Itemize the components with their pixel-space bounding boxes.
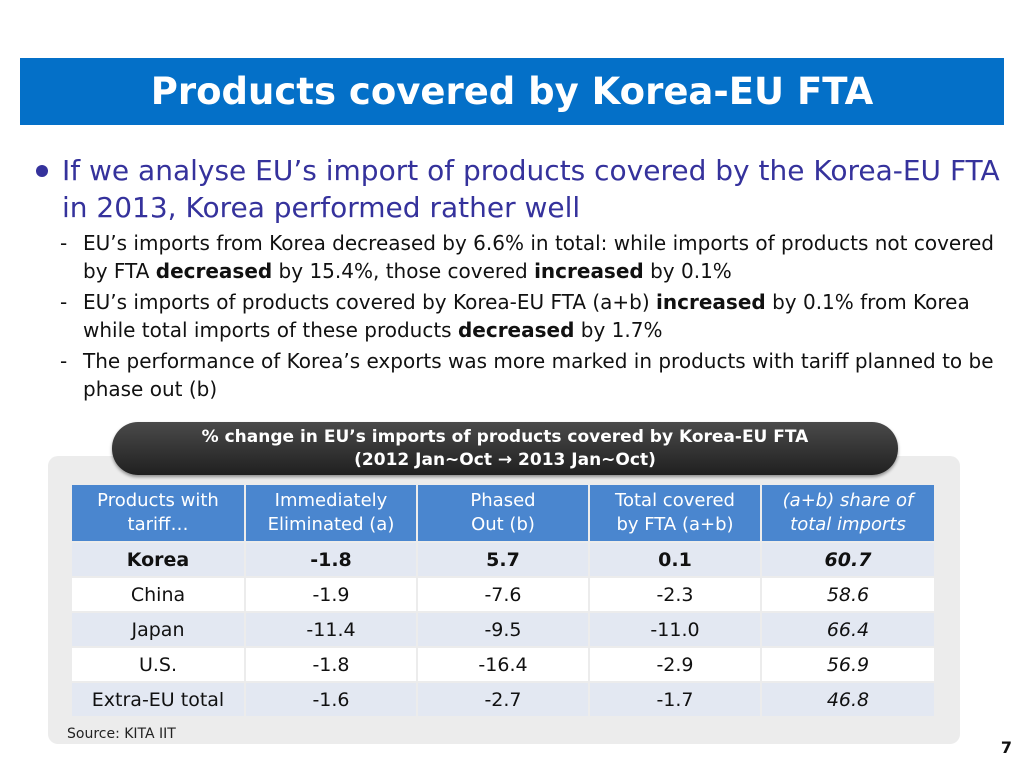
cell-share: 60.7 — [762, 543, 934, 576]
cell-total: -1.7 — [590, 683, 760, 716]
sub-bullet-text: EU’s imports from Korea decreased by 6.6… — [83, 231, 994, 283]
sub-bullet-text: The performance of Korea’s exports was m… — [83, 349, 994, 401]
sub-bullet-text: by 0.1% — [643, 259, 732, 283]
header-phased-out: Phased Out (b) — [418, 485, 588, 541]
bullet-dot-icon — [36, 165, 48, 177]
row-label: Extra-EU total — [72, 683, 244, 716]
cell-immediately: -1.6 — [246, 683, 416, 716]
caption-line-1: % change in EU’s imports of products cov… — [201, 426, 809, 447]
cell-immediately: -1.8 — [246, 543, 416, 576]
sub-bullet: - EU’s imports of products covered by Kor… — [60, 288, 1010, 344]
caption-line-2: (2012 Jan~Oct → 2013 Jan~Oct) — [354, 449, 656, 470]
emphasis-text: increased — [534, 259, 644, 283]
cell-immediately: -11.4 — [246, 613, 416, 646]
sub-bullet-text: by 0.1% from Korea while total imports o… — [83, 290, 970, 342]
cell-total: -2.9 — [590, 648, 760, 681]
row-label: Japan — [72, 613, 244, 646]
cell-share: 46.8 — [762, 683, 934, 716]
cell-total: -11.0 — [590, 613, 760, 646]
cell-immediately: -1.8 — [246, 648, 416, 681]
page-number: 7 — [1000, 738, 1012, 757]
cell-total: 0.1 — [590, 543, 760, 576]
table-row: Extra-EU total -1.6 -2.7 -1.7 46.8 — [72, 683, 934, 716]
sub-bullet-text: by 15.4%, those covered — [272, 259, 535, 283]
header-total-covered: Total covered by FTA (a+b) — [590, 485, 760, 541]
emphasis-text: increased — [656, 290, 766, 314]
cell-share: 58.6 — [762, 578, 934, 611]
cell-phased: 5.7 — [418, 543, 588, 576]
table-row: Korea -1.8 5.7 0.1 60.7 — [72, 543, 934, 576]
data-table: Products with tariff… Immediately Eliminat… — [70, 483, 936, 718]
cell-phased: -16.4 — [418, 648, 588, 681]
header-share: (a+b) share of total imports — [762, 485, 934, 541]
cell-phased: -2.7 — [418, 683, 588, 716]
cell-phased: -7.6 — [418, 578, 588, 611]
cell-share: 56.9 — [762, 648, 934, 681]
dash-icon: - — [60, 290, 68, 314]
sub-bullet: - The performance of Korea’s exports was … — [60, 347, 1010, 403]
emphasis-text: decreased — [457, 318, 575, 342]
table-row: China -1.9 -7.6 -2.3 58.6 — [72, 578, 934, 611]
row-label: U.S. — [72, 648, 244, 681]
table-row: U.S. -1.8 -16.4 -2.9 56.9 — [72, 648, 934, 681]
source-note: Source: KITA IIT — [67, 726, 176, 742]
sub-bullet-list: - EU’s imports from Korea decreased by 6.… — [60, 229, 1010, 406]
slide-title: Products covered by Korea-EU FTA — [20, 58, 1004, 125]
header-immediately-eliminated: Immediately Eliminated (a) — [246, 485, 416, 541]
sub-bullet-text: by 1.7% — [574, 318, 663, 342]
cell-share: 66.4 — [762, 613, 934, 646]
sub-bullet: - EU’s imports from Korea decreased by 6.… — [60, 229, 1010, 285]
emphasis-text: decreased — [155, 259, 273, 283]
row-label: Korea — [72, 543, 244, 576]
sub-bullet-text: EU’s imports of products covered by Kore… — [83, 290, 657, 314]
cell-total: -2.3 — [590, 578, 760, 611]
dash-icon: - — [60, 349, 68, 373]
table-caption: % change in EU’s imports of products cov… — [112, 422, 898, 475]
cell-phased: -9.5 — [418, 613, 588, 646]
main-bullet-text: If we analyse EU’s import of products co… — [62, 154, 1000, 224]
dash-icon: - — [60, 231, 68, 255]
header-products: Products with tariff… — [72, 485, 244, 541]
main-bullet: If we analyse EU’s import of products co… — [36, 152, 1006, 226]
cell-immediately: -1.9 — [246, 578, 416, 611]
table-header-row: Products with tariff… Immediately Eliminat… — [72, 485, 934, 541]
table-row: Japan -11.4 -9.5 -11.0 66.4 — [72, 613, 934, 646]
row-label: China — [72, 578, 244, 611]
